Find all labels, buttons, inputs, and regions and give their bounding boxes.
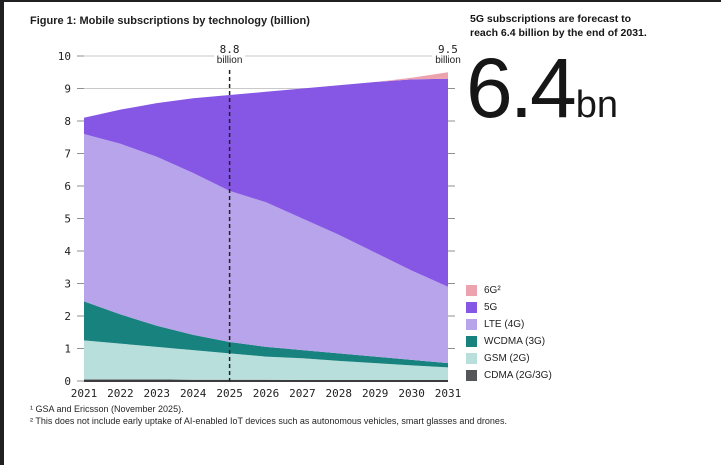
legend-item-cdma-2g-3g-: CDMA (2G/3G) [466, 367, 552, 384]
area-wcdma-3g- [84, 301, 448, 368]
footnote-2: ² This does not include early uptake of … [30, 416, 507, 426]
legend-label: CDMA (2G/3G) [484, 370, 552, 381]
y-axis-labels: 0 1 2 3 4 5 6 7 8 9 10 [58, 50, 72, 388]
legend-item-lte-4g-: LTE (4G) [466, 316, 552, 333]
legend-swatch [466, 302, 477, 313]
legend-label: LTE (4G) [484, 319, 525, 330]
big-number-unit: bn [575, 84, 619, 126]
x-tick-label-2021: 2021 [71, 387, 98, 400]
legend-swatch [466, 370, 477, 381]
x-tick-label-2023: 2023 [144, 387, 171, 400]
footnote-1: ¹ GSA and Ericsson (November 2025). [30, 404, 184, 414]
legend-swatch [466, 336, 477, 347]
legend-swatch [466, 285, 477, 296]
legend-item-5g: 5G [466, 299, 552, 316]
x-tick-label-2024: 2024 [180, 387, 207, 400]
footnotes: ¹ GSA and Ericsson (November 2025). ² Th… [30, 403, 507, 427]
top-border [0, 0, 721, 2]
legend-label: WCDMA (3G) [484, 336, 546, 347]
chart-legend: 6G² 5G LTE (4G) WCDMA (3G) GSM (2G) CDMA (2G/… [466, 282, 552, 384]
y-tick-label-10: 10 [58, 50, 71, 63]
y-tick-label-9: 9 [64, 83, 71, 96]
y-tick-label-2: 2 [64, 310, 71, 323]
x-tick-label-2025: 2025 [216, 387, 243, 400]
legend-label: 5G [484, 302, 498, 313]
y-tick-label-8: 8 [64, 115, 71, 128]
area-5g [84, 78, 448, 287]
big-number-value: 6.4 [466, 41, 577, 135]
legend-item-6g-: 6G² [466, 282, 552, 299]
legend-swatch [466, 319, 477, 330]
figure-title: Figure 1: Mobile subscriptions by techno… [30, 15, 310, 27]
x-tick-label-2031: 2031 [435, 387, 462, 400]
x-axis-labels: 2021 2022 2023 2024 2025 2026 2027 2028 2029 2030… [71, 387, 462, 400]
legend-item-wcdma-3g-: WCDMA (3G) [466, 333, 552, 350]
area-lte-4g- [84, 134, 448, 364]
y-tick-label-3: 3 [64, 278, 71, 291]
y-tick-label-5: 5 [64, 213, 71, 226]
y-tick-label-7: 7 [64, 148, 71, 161]
y-tick-label-1: 1 [64, 343, 71, 356]
forecast-headline: 5G subscriptions are forecast to reach 6… [470, 13, 647, 39]
x-tick-label-2022: 2022 [107, 387, 134, 400]
legend-label: 6G² [484, 285, 501, 296]
legend-item-gsm-2g-: GSM (2G) [466, 350, 552, 367]
y-tick-label-4: 4 [64, 245, 71, 258]
big-number: 6.4 bn [466, 46, 618, 130]
area-gsm-2g- [84, 340, 448, 381]
y-tick-label-6: 6 [64, 180, 71, 193]
legend-swatch [466, 353, 477, 364]
left-border [0, 0, 4, 465]
legend-label: GSM (2G) [484, 353, 530, 364]
x-tick-label-2030: 2030 [398, 387, 425, 400]
x-tick-label-2027: 2027 [289, 387, 316, 400]
x-tick-label-2029: 2029 [362, 387, 389, 400]
y-tick-label-0: 0 [64, 375, 71, 388]
x-tick-label-2026: 2026 [253, 387, 280, 400]
area-series [84, 72, 448, 381]
x-tick-label-2028: 2028 [326, 387, 353, 400]
